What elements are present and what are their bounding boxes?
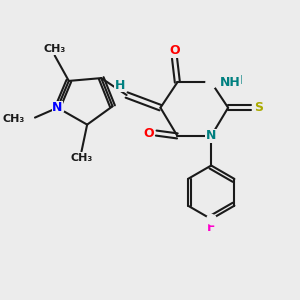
Text: NH: NH: [223, 74, 244, 87]
Text: H: H: [114, 79, 125, 92]
Text: N: N: [206, 129, 216, 142]
Text: N: N: [52, 101, 63, 114]
Text: CH₃: CH₃: [2, 114, 24, 124]
Text: F: F: [207, 221, 215, 234]
Text: CH₃: CH₃: [44, 44, 66, 54]
Text: NH: NH: [220, 76, 240, 89]
Text: O: O: [169, 44, 180, 57]
Text: O: O: [143, 127, 154, 140]
Text: CH₃: CH₃: [70, 153, 93, 163]
Text: S: S: [254, 101, 263, 114]
